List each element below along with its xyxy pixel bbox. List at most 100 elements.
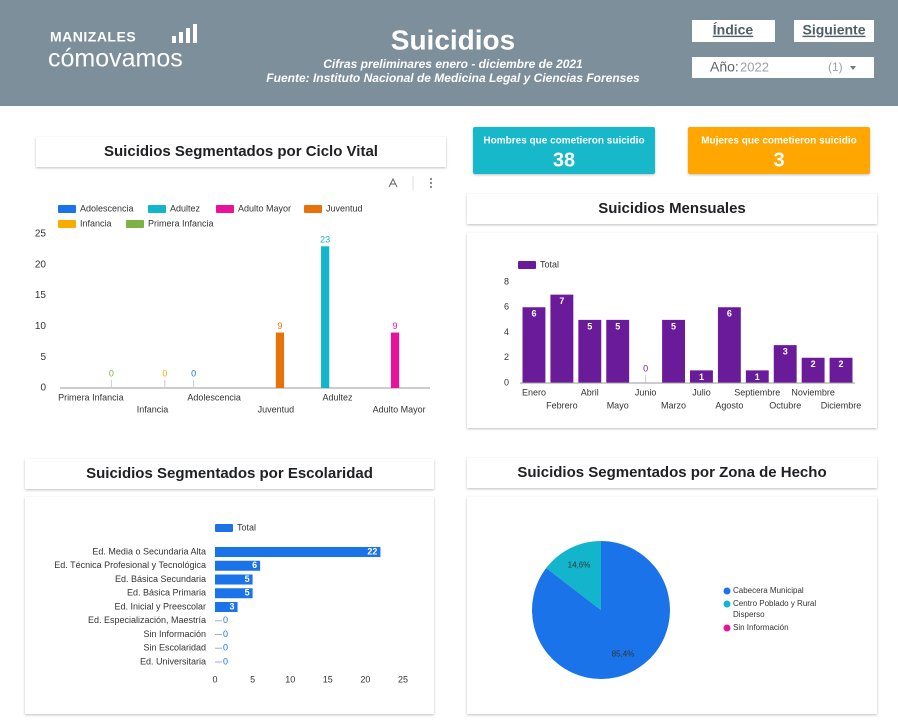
y-tick-label: 20: [35, 259, 47, 270]
data-label: 2: [839, 359, 844, 369]
legend-swatch: [216, 205, 234, 213]
legend-swatch: [723, 587, 731, 595]
x-tick-label: Febrero: [546, 400, 578, 410]
data-label: 0: [223, 629, 228, 639]
year-filter[interactable]: [692, 57, 874, 78]
legend-swatch: [58, 220, 76, 228]
bar: [275, 332, 285, 388]
x-tick-label: Septiembre: [734, 387, 780, 397]
legend-label: Cabecera Municipal: [733, 586, 804, 595]
x-tick-label: 5: [250, 674, 255, 684]
bar: [215, 602, 238, 612]
bar: [321, 246, 330, 388]
data-label: 0: [223, 615, 228, 625]
x-tick-label: Agosto: [715, 400, 743, 410]
bar: [215, 547, 381, 557]
legend-swatch: [126, 220, 144, 228]
bar: [390, 332, 400, 388]
data-label: 0: [223, 656, 228, 666]
data-label: 5: [587, 321, 592, 331]
kpi-label: Hombres que cometieron suicidio: [483, 136, 644, 147]
header-band: [0, 0, 898, 106]
data-label: 1: [755, 372, 760, 382]
y-tick-label: Ed. Técnica Profesional y Tecnológica: [54, 560, 206, 570]
y-tick-label: Sin Información: [143, 629, 206, 639]
x-tick-label: Abril: [581, 387, 599, 397]
data-label: 14,6%: [568, 561, 591, 570]
data-label: 5: [615, 321, 620, 331]
legend-label: Total: [540, 259, 559, 269]
bar: [522, 307, 546, 383]
y-tick-label: 5: [40, 352, 46, 363]
data-label: 0: [643, 363, 648, 373]
title-card: [36, 137, 446, 167]
data-label: 6: [531, 309, 536, 319]
source: Fuente: Instituto Nacional de Medicina L…: [266, 71, 640, 85]
data-label: 0: [191, 368, 196, 378]
title-card: [467, 194, 877, 224]
logo-icon: [172, 24, 197, 43]
legend-swatch: [215, 524, 233, 532]
chart-toolbar: [388, 176, 432, 190]
y-tick-label: Sin Escolaridad: [143, 643, 206, 653]
y-tick-label: 25: [35, 229, 47, 240]
title-card: [467, 458, 877, 488]
x-tick-label: Mayo: [607, 400, 629, 410]
y-tick-label: 0: [40, 383, 46, 394]
legend-label: Adolescencia: [80, 203, 134, 213]
legend-label: Adulto Mayor: [238, 203, 291, 213]
logo-top: MANIZALES: [50, 29, 136, 45]
legend-swatch: [58, 205, 76, 213]
bar: [829, 357, 853, 383]
y-tick-label: 4: [504, 327, 509, 337]
legend-swatch: [148, 205, 166, 213]
next-button[interactable]: Siguiente: [802, 22, 865, 38]
bar: [215, 574, 253, 585]
data-label: 7: [559, 296, 564, 306]
x-tick-label: Noviembre: [791, 387, 835, 397]
button-bg[interactable]: [692, 20, 775, 42]
y-tick-label: Ed. Universitaria: [140, 656, 206, 666]
dropdown-caret: [850, 66, 856, 70]
legend-label: Centro Poblado y Rural Disperso: [733, 599, 816, 619]
x-tick-label: Octubre: [769, 400, 801, 410]
legend-label: Primera Infancia: [148, 218, 214, 228]
bar: [690, 370, 713, 383]
bar: [662, 319, 685, 383]
bar: [745, 370, 769, 383]
x-tick-label: 10: [285, 674, 295, 684]
index-button[interactable]: Índice: [713, 22, 754, 38]
data-label: 9: [393, 321, 398, 331]
kpi-card: [473, 127, 655, 174]
chart-title: Suicidios Segmentados por Escolaridad: [86, 465, 373, 482]
legend-label: Sin Información: [733, 623, 789, 632]
filter-count: (1): [828, 60, 843, 74]
bar: [606, 319, 630, 383]
data-label: 6: [252, 560, 257, 570]
legend-label: Total: [237, 522, 256, 532]
chart-title: Suicidios Segmentados por Zona de Hecho: [517, 464, 826, 481]
y-tick-label: 0: [504, 377, 509, 387]
legend-label: Infancia: [80, 218, 112, 228]
bar: [717, 307, 741, 383]
data-label: 23: [320, 235, 330, 245]
x-tick-label: Infancia: [137, 404, 169, 414]
x-tick-label: Marzo: [661, 400, 686, 410]
bar: [550, 294, 574, 383]
data-label: 0: [223, 643, 228, 653]
chart-title: Suicidios Mensuales: [598, 200, 746, 217]
data-label: 1: [699, 372, 704, 382]
x-tick-label: Enero: [522, 387, 546, 397]
x-tick-label: Primera Infancia: [58, 392, 124, 402]
button-bg[interactable]: [794, 20, 874, 42]
legend-swatch: [518, 261, 536, 269]
data-label: 22: [367, 546, 377, 556]
x-tick-label: 15: [323, 674, 333, 684]
x-tick-label: Julio: [692, 387, 711, 397]
kpi-label: Mujeres que cometieron suicidio: [701, 136, 857, 147]
y-tick-label: 6: [504, 302, 509, 312]
chart-title: Suicidios Segmentados por Ciclo Vital: [104, 143, 378, 160]
data-label: 2: [811, 359, 816, 369]
filter-value: 2022: [740, 59, 769, 74]
